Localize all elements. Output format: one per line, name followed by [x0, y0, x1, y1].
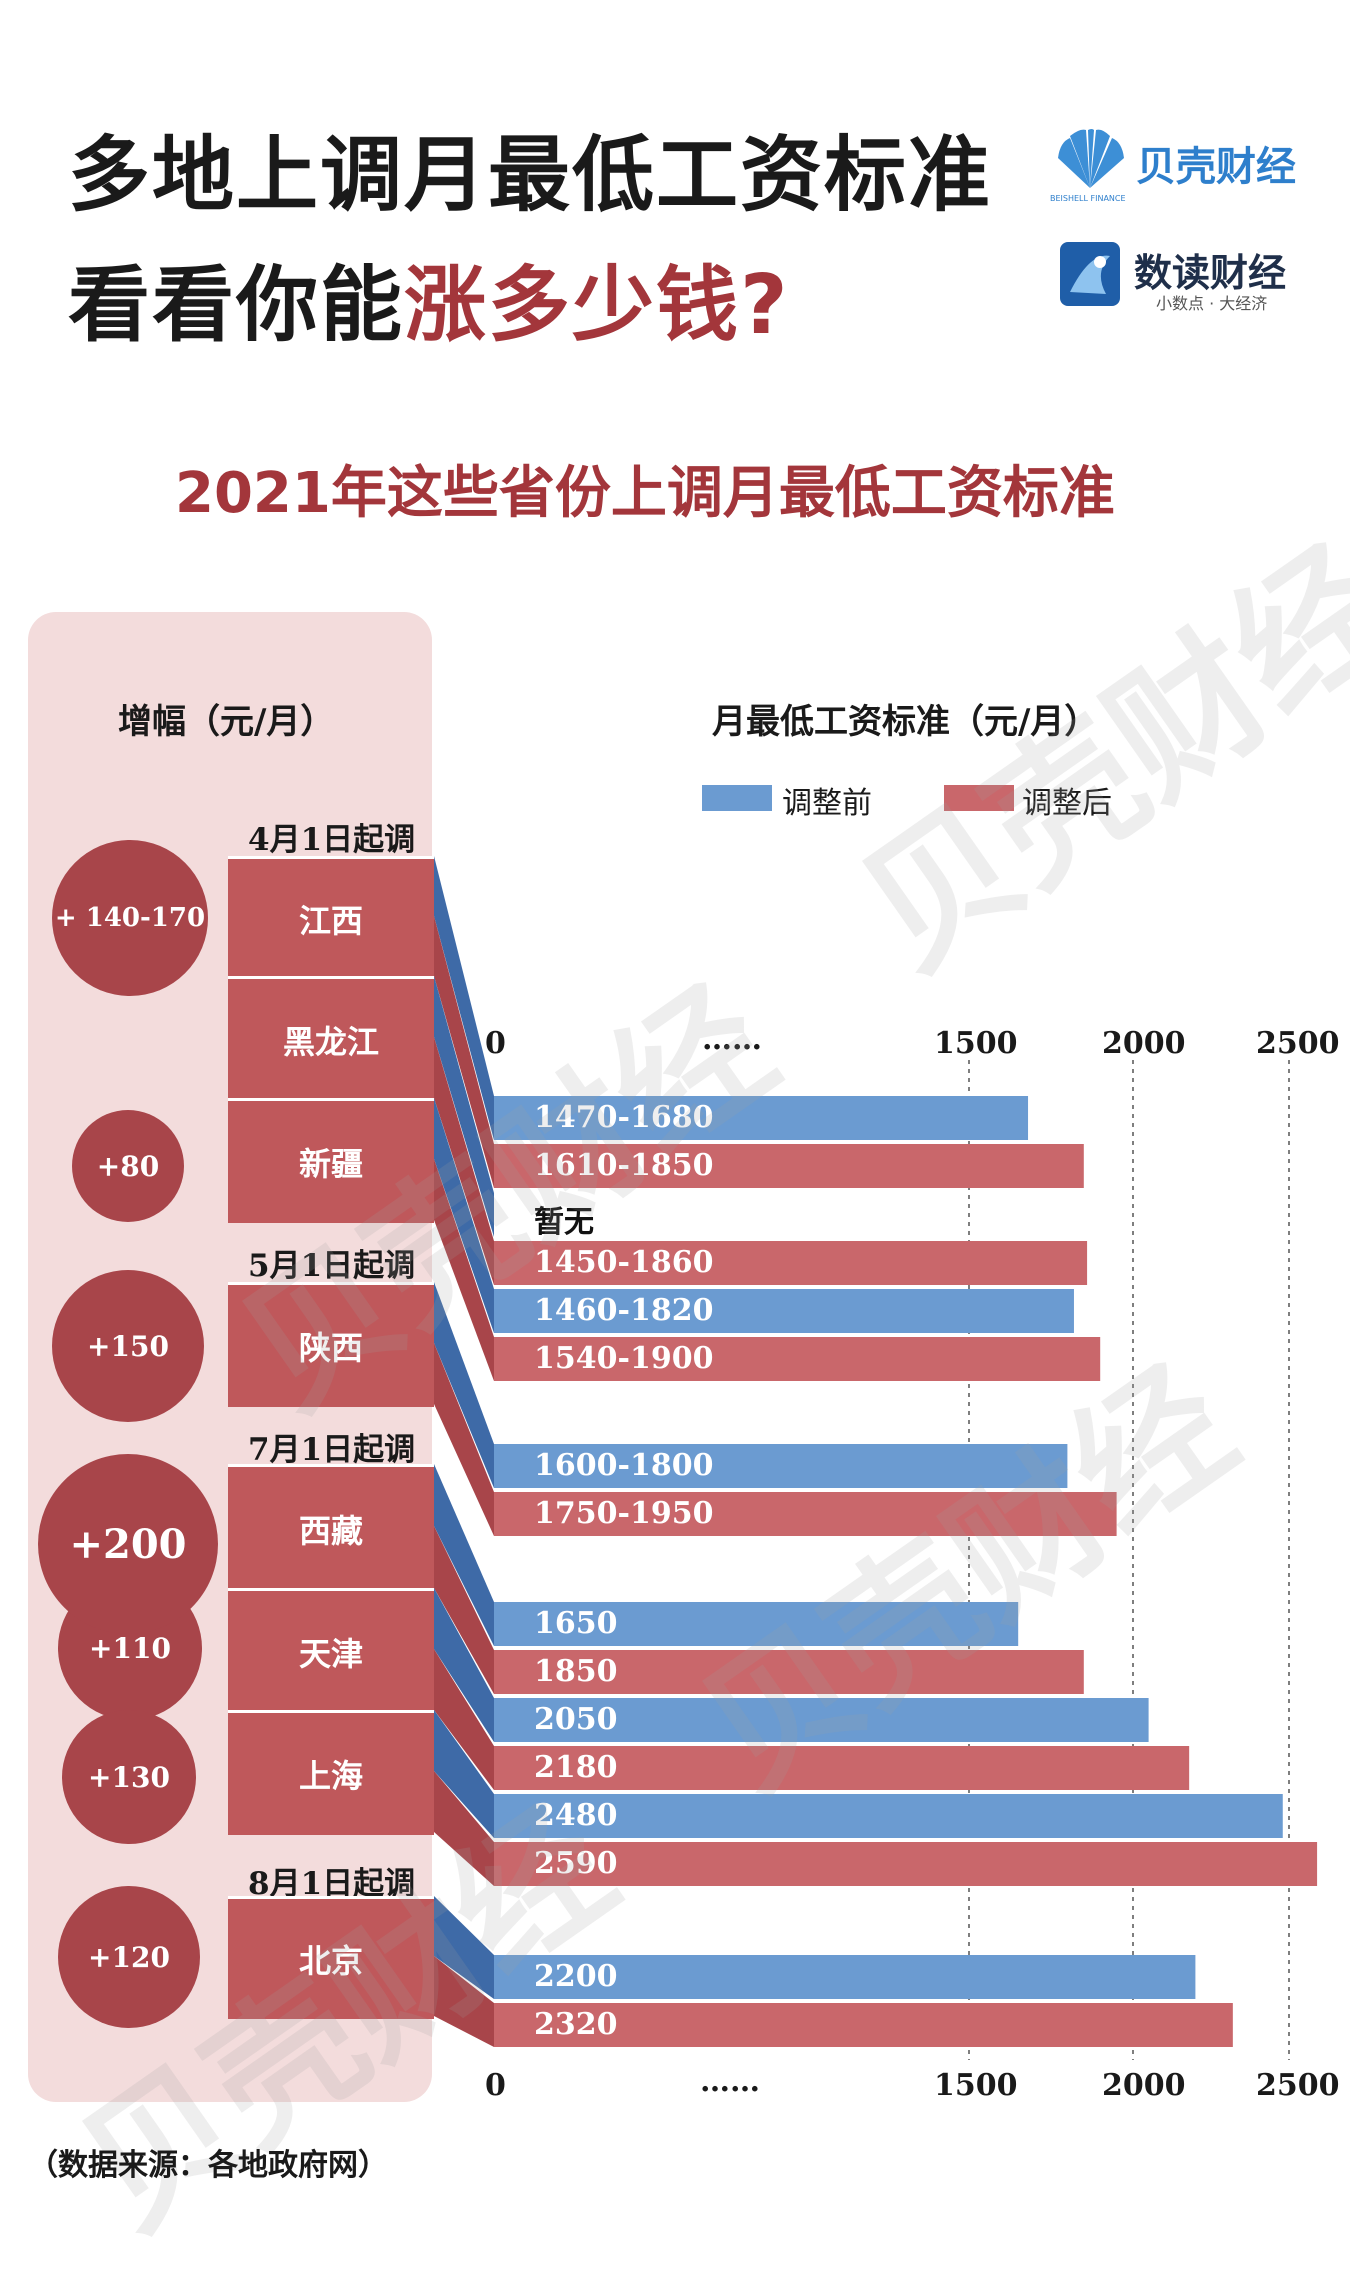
connector-before-4	[434, 1464, 494, 1646]
tick-top-2500: 2500	[1256, 1026, 1340, 1061]
increase-shanghai: +130	[62, 1710, 196, 1844]
tick-bottom-2500: 2500	[1256, 2068, 1340, 2103]
connector-before-3	[434, 1282, 494, 1488]
bar-label-after-7: 2320	[534, 2007, 618, 2042]
tick-bottom-1500: 1500	[934, 2068, 1018, 2103]
shell-icon	[1058, 129, 1124, 188]
bar-label-before-6: 2480	[534, 1798, 618, 1833]
tick-top-1500: 1500	[934, 1026, 1018, 1061]
province-beijing: 北京	[228, 1896, 434, 2019]
connector-before-5	[434, 1588, 494, 1742]
legend-before-swatch	[702, 785, 772, 811]
tick-top-0: 0	[485, 1026, 506, 1061]
bar-label-before-2: 1460-1820	[534, 1293, 714, 1328]
bar-label-before-0: 1470-1680	[534, 1100, 714, 1135]
chart-title: 2021年这些省份上调月最低工资标准	[175, 461, 1115, 526]
connector-after-3	[434, 1343, 494, 1536]
province-jiangxi: 江西	[228, 856, 434, 979]
increase-xizang: +200	[38, 1454, 218, 1634]
connector-after-7	[434, 1956, 494, 2047]
bar-after-6	[494, 1842, 1318, 1886]
bar-after-2	[494, 1337, 1101, 1381]
bar-before-5	[494, 1698, 1149, 1742]
bar-label-before-1: 暂无	[534, 1205, 594, 1240]
logo2-sub: 小数点 · 大经济	[1156, 294, 1268, 313]
tick-top-ellipsis: ……	[702, 1022, 762, 1057]
province-shanghai: 上海	[228, 1710, 434, 1835]
group-date-1: 4月1日起调	[248, 822, 416, 858]
tick-bottom-ellipsis: ……	[700, 2064, 760, 2099]
legend-after-swatch	[944, 785, 1014, 811]
bar-after-4	[494, 1650, 1084, 1694]
bar-label-before-7: 2200	[534, 1959, 618, 1994]
tick-top-2000: 2000	[1102, 1026, 1186, 1061]
bar-label-before-4: 1650	[534, 1606, 618, 1641]
shudu-logo: 数读财经 小数点 · 大经济	[1060, 242, 1350, 322]
bar-label-before-3: 1600-1800	[534, 1448, 714, 1483]
bar-label-after-1: 1450-1860	[534, 1245, 714, 1280]
bar-after-3	[494, 1492, 1117, 1536]
connector-before-2	[434, 1098, 494, 1333]
bar-after-7	[494, 2003, 1233, 2047]
logo1-sub: BEISHELL FINANCE	[1050, 194, 1126, 203]
legend-before-label: 调整前	[782, 786, 872, 821]
bar-label-after-4: 1850	[534, 1654, 618, 1689]
connector-after-2	[434, 1159, 494, 1381]
bar-label-after-0: 1610-1850	[534, 1148, 714, 1183]
logo1-name: 贝壳财经	[1136, 144, 1296, 190]
increase-xinjiang: +80	[72, 1110, 184, 1222]
province-xinjiang: 新疆	[228, 1098, 434, 1223]
logo2-name: 数读财经	[1134, 251, 1287, 295]
tick-bottom-0: 0	[485, 2068, 506, 2103]
province-shaanxi: 陕西	[228, 1282, 434, 1407]
connector-after-6	[434, 1771, 494, 1886]
shudu-icon	[1060, 242, 1120, 306]
standard-header: 月最低工资标准（元/月）	[712, 702, 1099, 742]
bar-label-after-5: 2180	[534, 1750, 618, 1785]
connector-after-1	[434, 1037, 494, 1285]
bar-label-after-6: 2590	[534, 1846, 618, 1881]
province-tianjin: 天津	[228, 1588, 434, 1713]
bar-before-6	[494, 1794, 1283, 1838]
increase-beijing: +120	[58, 1886, 200, 2028]
legend-after-label: 调整后	[1022, 786, 1112, 821]
province-heilongjiang: 黑龙江	[228, 976, 434, 1101]
bar-label-before-5: 2050	[534, 1702, 618, 1737]
bar-after-1	[494, 1241, 1088, 1285]
page-title-line1: 多地上调月最低工资标准	[68, 128, 993, 223]
bar-before-4	[494, 1602, 1019, 1646]
beike-logo: 贝壳财经 BEISHELL FINANCE	[1050, 128, 1350, 208]
bar-before-3	[494, 1444, 1068, 1488]
bar-before-2	[494, 1289, 1074, 1333]
connector-before-7	[434, 1896, 494, 1999]
increase-shaanxi: +150	[52, 1270, 204, 1422]
bar-before-0	[494, 1096, 1029, 1140]
province-xizang: 西藏	[228, 1464, 434, 1591]
connector-after-5	[434, 1649, 494, 1790]
connector-after-4	[434, 1526, 494, 1694]
tick-bottom-2000: 2000	[1102, 2068, 1186, 2103]
group-date-3: 7月1日起调	[248, 1432, 416, 1468]
data-source: （数据来源：各地政府网）	[28, 2148, 388, 2183]
connector-before-6	[434, 1710, 494, 1838]
group-date-2: 5月1日起调	[248, 1248, 416, 1284]
bar-label-after-2: 1540-1900	[534, 1341, 714, 1376]
bar-after-0	[494, 1144, 1084, 1188]
title-accent: 涨多少钱?	[404, 258, 790, 353]
bar-before-7	[494, 1955, 1196, 1999]
increase-header: 增幅（元/月）	[118, 702, 335, 742]
page-title-line2: 看看你能涨多少钱?	[68, 238, 790, 357]
increase-jiangxi: + 140-170	[52, 840, 208, 996]
bar-after-5	[494, 1746, 1190, 1790]
connector-after-0	[434, 916, 494, 1188]
connector-before-0	[434, 856, 494, 1140]
title-plain: 看看你能	[68, 258, 405, 353]
connector-before-1	[434, 976, 494, 1237]
bar-label-after-3: 1750-1950	[534, 1496, 714, 1531]
